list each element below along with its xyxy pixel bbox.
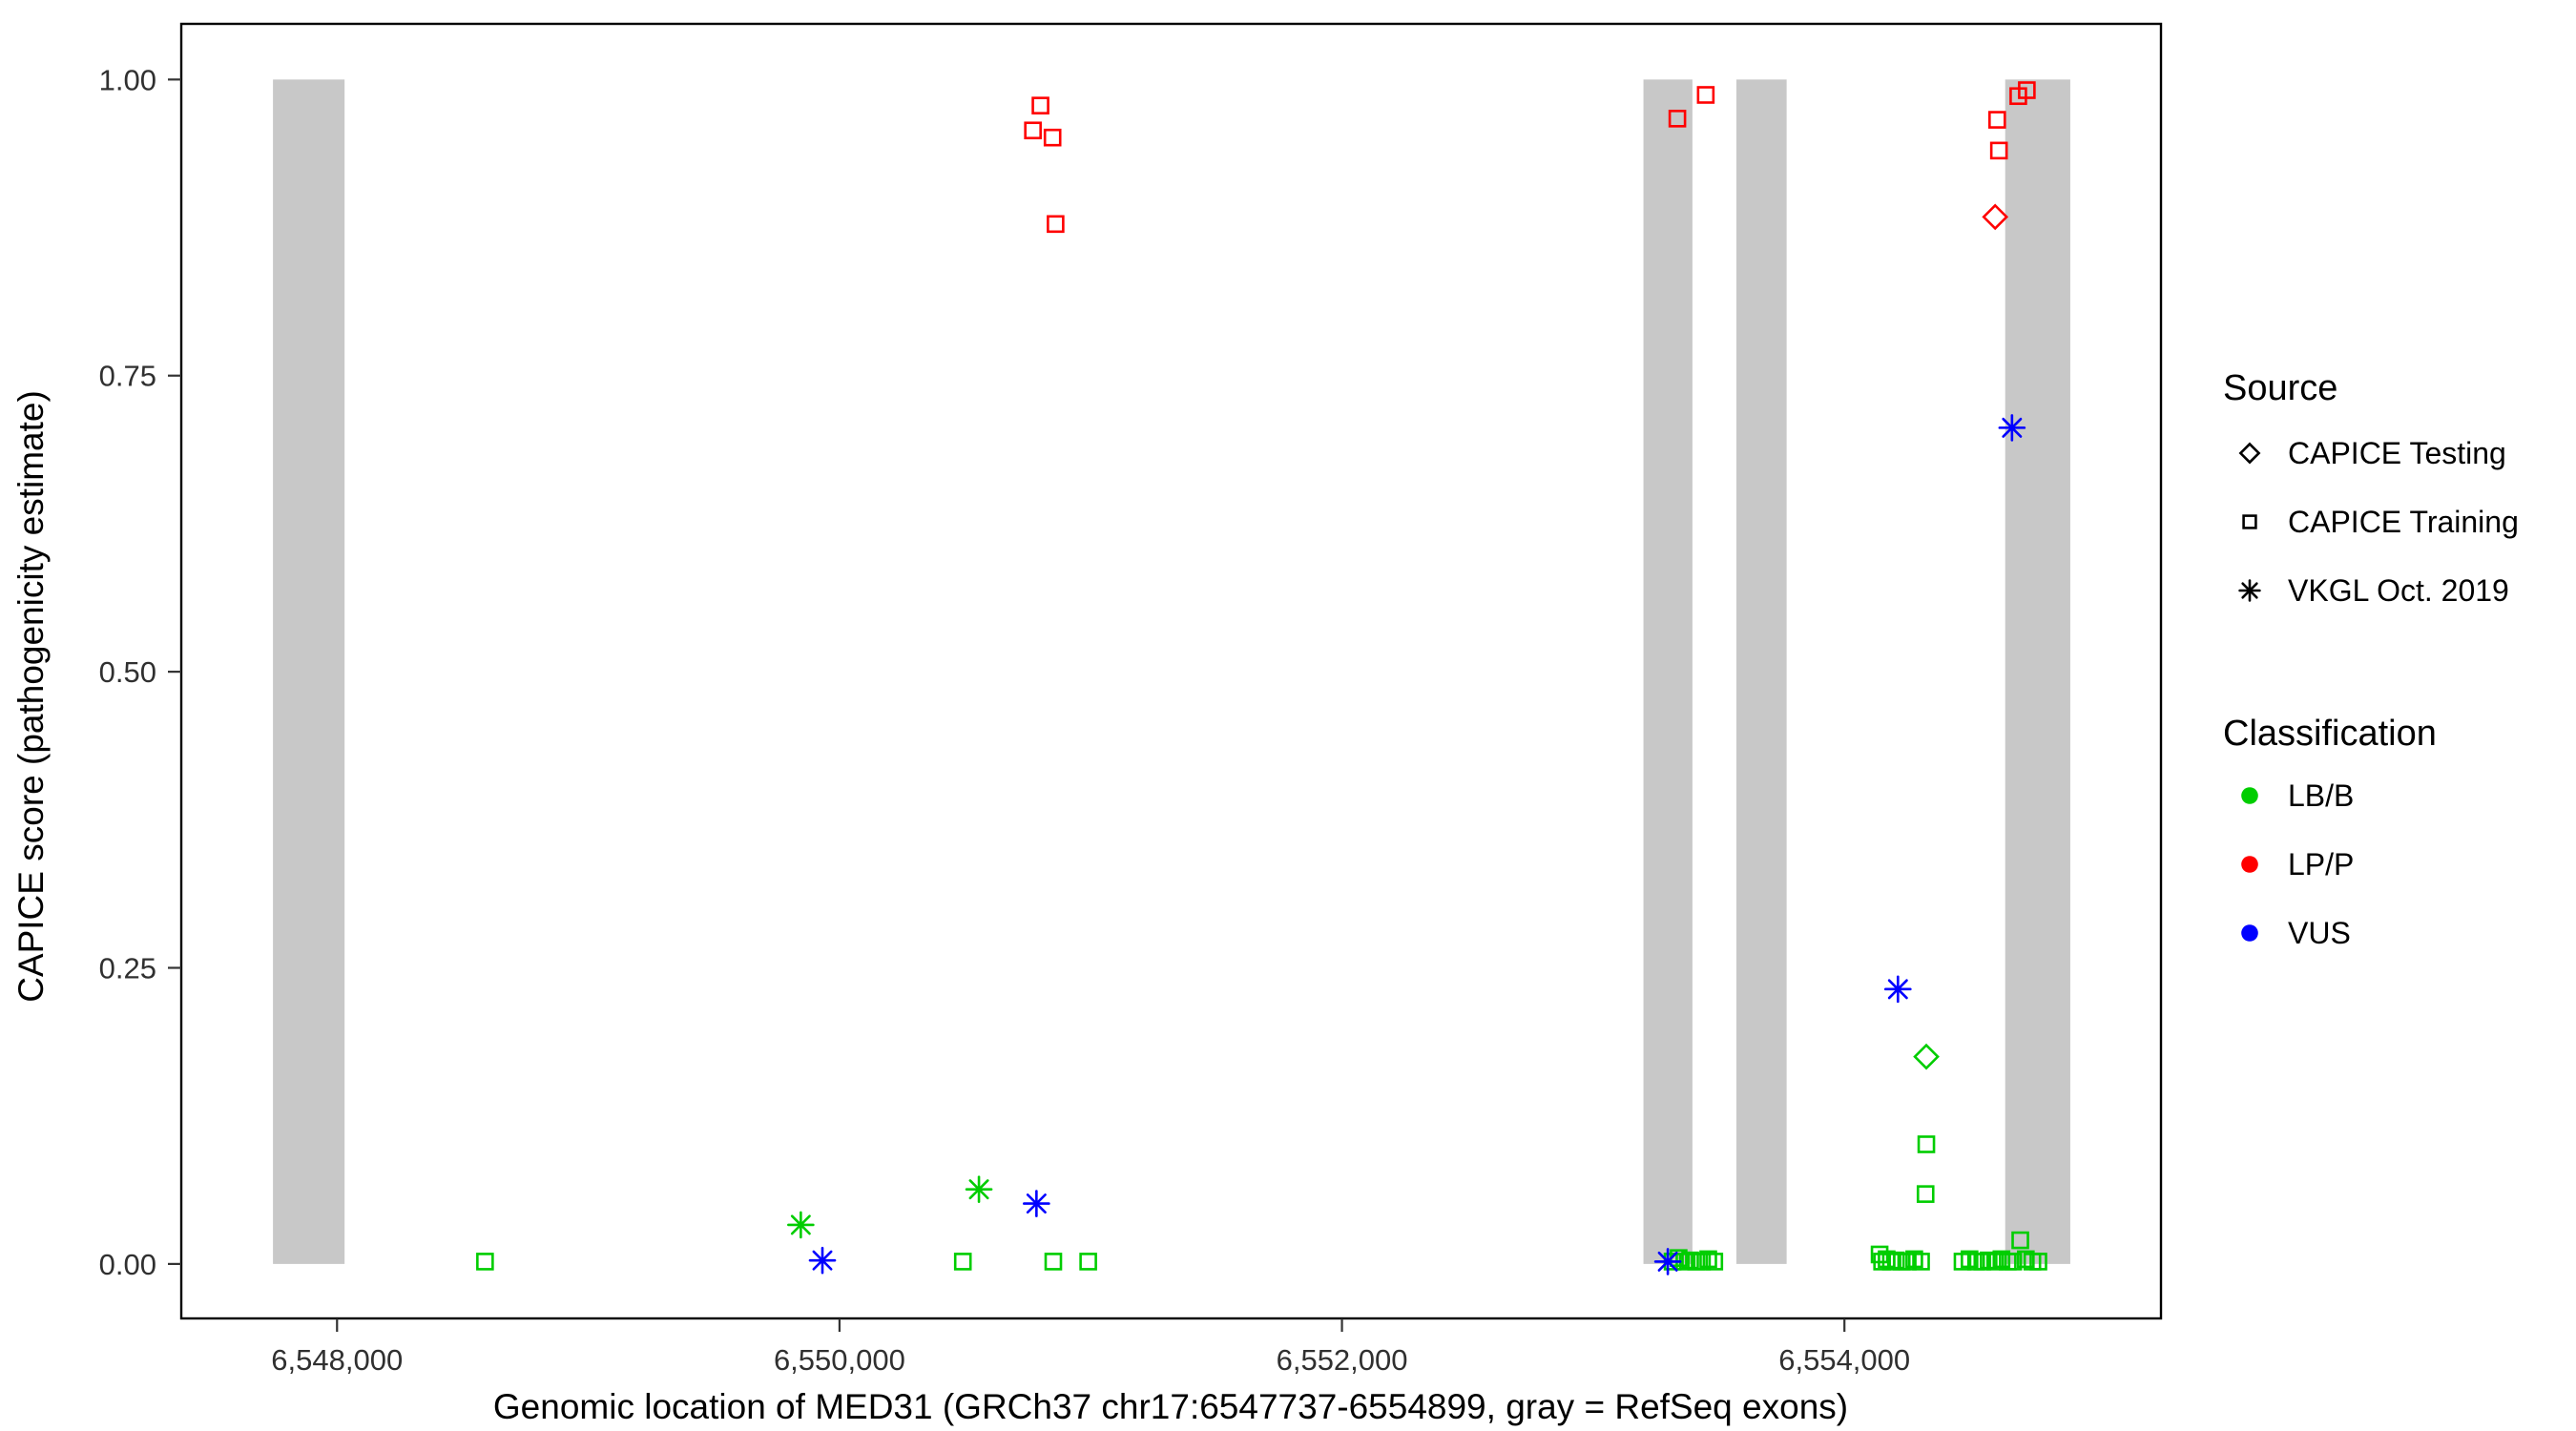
data-point [1044, 1253, 1063, 1271]
data-point [1988, 111, 2006, 129]
asterisk-arm [2002, 417, 2023, 438]
data-point [1883, 975, 1912, 1004]
asterisk-arm [968, 1179, 989, 1200]
y-tick-label: 0.75 [99, 360, 156, 393]
legend-classification-label: VUS [2288, 916, 2351, 950]
x-tick-label: 6,550,000 [774, 1343, 905, 1377]
data-points-layer [476, 81, 2047, 1275]
legend: Source Classification CAPICE Testing CAPI… [2223, 368, 2519, 950]
legend-source-label: CAPICE Testing [2288, 436, 2506, 470]
x-tick-label: 6,548,000 [271, 1343, 403, 1377]
classification-dot-icon [2241, 924, 2258, 942]
data-point [1917, 1135, 1936, 1153]
data-point [1668, 110, 1687, 128]
asterisk-arm [1657, 1251, 1678, 1272]
square-legend-key-icon [2242, 514, 2257, 529]
data-point [1912, 1253, 1930, 1271]
axes-layer: 6,548,000 6,550,000 6,552,000 6,554,000 0.00… [99, 63, 1911, 1377]
data-point [965, 1175, 993, 1203]
data-point [808, 1246, 837, 1275]
asterisk-arm [1026, 1193, 1047, 1214]
y-tick-label: 0.50 [99, 655, 156, 689]
x-axis-title: Genomic location of MED31 (GRCh37 chr17:… [493, 1387, 1848, 1426]
refseq-exon-bar [273, 79, 345, 1264]
classification-dot-icon [2241, 856, 2258, 873]
data-point [1982, 203, 2009, 231]
legend-classification-label: LP/P [2288, 847, 2354, 881]
data-point [787, 1211, 815, 1239]
asterisk-arm [2241, 582, 2258, 599]
legend-source-label: VKGL Oct. 2019 [2288, 573, 2509, 608]
classification-dot-icon [2241, 787, 2258, 804]
y-axis-title: CAPICE score (pathogenicity estimate) [11, 390, 51, 1003]
x-tick-label: 6,554,000 [1778, 1343, 1910, 1377]
data-point [1699, 1250, 1717, 1269]
data-point [1693, 1253, 1712, 1271]
data-point [1047, 215, 1065, 234]
y-tick-label: 1.00 [99, 63, 156, 96]
data-point [1989, 141, 2008, 160]
data-point [1705, 1253, 1724, 1271]
data-point [1043, 128, 1062, 147]
asterisk-legend-key-icon [2238, 579, 2261, 602]
legend-classification-label: LB/B [2288, 778, 2354, 813]
panel-border [179, 22, 2163, 1320]
data-point [1696, 86, 1715, 104]
legend-source-title: Source [2223, 368, 2337, 408]
data-point [1023, 1190, 1050, 1217]
exon-bars-layer [273, 79, 2070, 1264]
data-point [1079, 1253, 1097, 1271]
data-point [476, 1253, 494, 1271]
refseq-exon-bar [2005, 79, 2070, 1264]
data-point [1913, 1043, 1940, 1070]
y-tick-label: 0.25 [99, 952, 156, 985]
data-point [1653, 1248, 1682, 1275]
data-point [1916, 1185, 1935, 1203]
data-point [1024, 121, 1042, 140]
legend-source-label: CAPICE Training [2288, 505, 2519, 539]
data-point [2018, 81, 2036, 99]
data-point [2011, 1231, 2029, 1250]
y-tick-label: 0.00 [99, 1248, 156, 1281]
asterisk-arm [1887, 979, 1908, 1000]
data-point [953, 1253, 972, 1271]
asterisk-arm [812, 1250, 833, 1271]
refseq-exon-bar [1643, 79, 1693, 1264]
legend-classification-title: Classification [2223, 714, 2437, 754]
data-point [1031, 96, 1049, 114]
x-tick-label: 6,552,000 [1277, 1343, 1408, 1377]
data-point [1992, 1250, 2011, 1269]
data-point [2029, 1253, 2047, 1271]
data-point [1998, 414, 2026, 442]
refseq-exon-bar [1735, 79, 1787, 1264]
data-point [2004, 1253, 2023, 1271]
data-point [1985, 1253, 2005, 1271]
asterisk-arm [790, 1214, 811, 1235]
diamond-legend-key-icon [2238, 442, 2261, 465]
